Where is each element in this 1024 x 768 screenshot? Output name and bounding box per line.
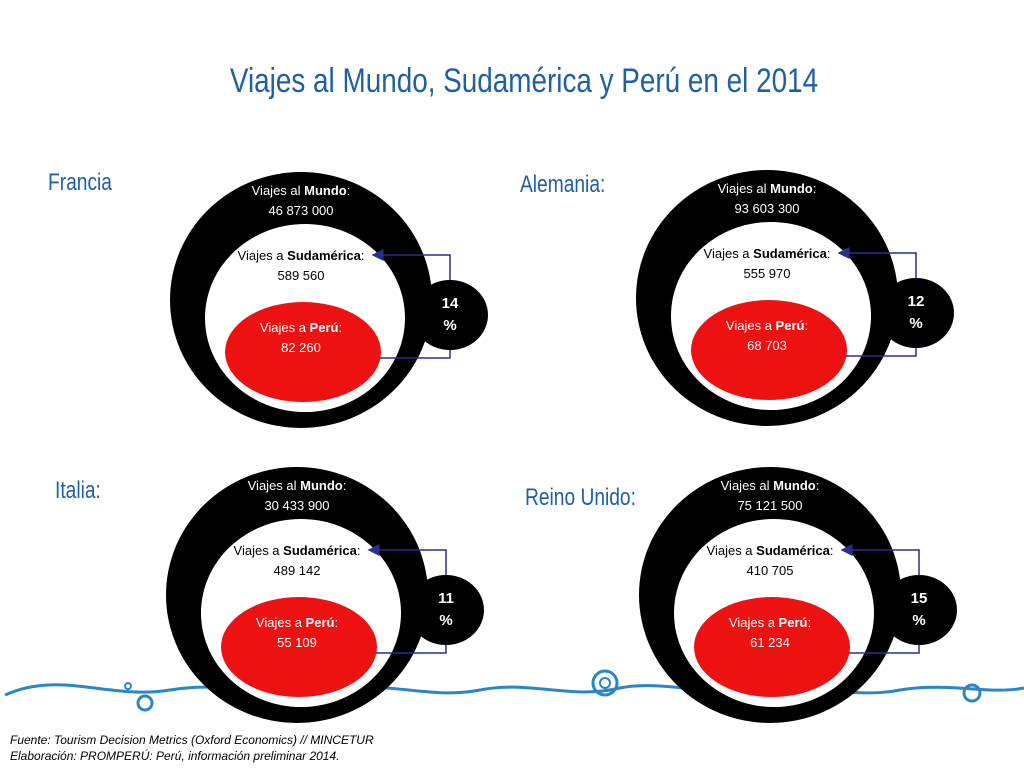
country-label: Reino Unido:	[525, 483, 636, 511]
peru-value: 82 260	[281, 340, 321, 355]
bracket	[837, 247, 917, 357]
world-value: 75 121 500	[737, 498, 802, 513]
south-label-part: Sudamérica	[287, 248, 361, 263]
world-value: 30 433 900	[264, 498, 329, 513]
share-value: %	[909, 315, 922, 332]
share-value: 11	[438, 590, 454, 607]
world-value: 46 873 000	[268, 203, 333, 218]
south-label-part: Viajes a	[704, 246, 754, 261]
share-value: 14	[442, 295, 459, 312]
swirl	[599, 677, 611, 689]
world-label-part: Mundo	[773, 478, 816, 493]
country-label: Italia:	[55, 476, 101, 504]
share-circle	[881, 575, 957, 645]
share-value: 12	[908, 293, 925, 310]
world-label-part: Mundo	[300, 478, 343, 493]
south-label-part: :	[361, 248, 365, 263]
peru-label-part: Viajes a	[260, 320, 310, 335]
peru-label: Viajes a Perú:	[726, 318, 808, 333]
peru-value: 61 234	[750, 635, 790, 650]
share-value: %	[443, 317, 456, 334]
south-label-part: :	[357, 543, 361, 558]
south-label: Viajes a Sudamérica:	[234, 543, 361, 558]
south-label-part: Viajes a	[238, 248, 288, 263]
peru-label-part: Viajes a	[726, 318, 776, 333]
peru-circle	[225, 302, 381, 402]
south-value: 589 560	[278, 268, 325, 283]
world-label-part: Mundo	[304, 183, 347, 198]
south-label-part: Sudamérica	[283, 543, 357, 558]
peru-label-part: Perú	[306, 615, 335, 630]
peru-value: 55 109	[277, 635, 317, 650]
peru-label-part: :	[804, 318, 808, 333]
world-value: 93 603 300	[734, 201, 799, 216]
swirl	[591, 669, 619, 697]
peru-label-part: Perú	[779, 615, 808, 630]
south-label: Viajes a Sudamérica:	[707, 543, 834, 558]
world-label-part: Viajes al	[721, 478, 774, 493]
swirl	[136, 694, 154, 712]
panel: Italia:11%Viajes al Mundo:30 433 900Viaj…	[55, 467, 484, 723]
share-circle	[412, 280, 488, 350]
swirl	[124, 682, 132, 690]
world-label: Viajes al Mundo:	[252, 183, 351, 198]
footer-credit: Elaboración: PROMPERÚ: Perú, información…	[10, 748, 339, 763]
south-label-part: Sudamérica	[756, 543, 830, 558]
title: Viajes al Mundo, Sudamérica y Perú en el…	[230, 61, 818, 99]
share-circle	[878, 278, 954, 348]
south-label: Viajes a Sudamérica:	[238, 248, 365, 263]
peru-label: Viajes a Perú:	[729, 615, 811, 630]
bracket	[840, 544, 920, 654]
peru-label-part: :	[338, 320, 342, 335]
share-value: %	[912, 612, 925, 629]
south-value: 410 705	[747, 563, 794, 578]
peru-label-part: Perú	[310, 320, 339, 335]
country-label: Alemania:	[520, 170, 605, 198]
south-value: 489 142	[274, 563, 321, 578]
peru-label-part: Viajes a	[729, 615, 779, 630]
share-value: 15	[911, 590, 928, 607]
swirl	[962, 683, 982, 703]
peru-circle	[691, 300, 847, 400]
world-label-part: Viajes al	[252, 183, 305, 198]
peru-circle	[694, 597, 850, 697]
footer-source: Fuente: Tourism Decision Metrics (Oxford…	[10, 733, 374, 747]
wave	[4, 683, 1024, 697]
south-value: 555 970	[744, 266, 791, 281]
world-label-part: Viajes al	[248, 478, 301, 493]
peru-label: Viajes a Perú:	[260, 320, 342, 335]
south-label: Viajes a Sudamérica:	[704, 246, 831, 261]
world-label: Viajes al Mundo:	[718, 181, 817, 196]
south-label-part: Viajes a	[707, 543, 757, 558]
peru-label-part: :	[807, 615, 811, 630]
peru-circle	[221, 597, 377, 697]
share-value: %	[439, 612, 452, 629]
peru-label-part: Viajes a	[256, 615, 306, 630]
peru-label: Viajes a Perú:	[256, 615, 338, 630]
peru-label-part: Perú	[776, 318, 805, 333]
south-label-part: Viajes a	[234, 543, 284, 558]
world-label-part: Mundo	[770, 181, 813, 196]
south-label-part: :	[827, 246, 831, 261]
world-label-part: :	[343, 478, 347, 493]
world-label: Viajes al Mundo:	[248, 478, 347, 493]
panel: Reino Unido:15%Viajes al Mundo:75 121 50…	[525, 467, 957, 723]
bracket	[367, 544, 447, 654]
peru-label-part: :	[334, 615, 338, 630]
share-circle	[408, 575, 484, 645]
panel: Alemania:12%Viajes al Mundo:93 603 300Vi…	[520, 170, 954, 426]
world-label-part: :	[813, 181, 817, 196]
country-label: Francia	[48, 168, 113, 196]
world-label-part: Viajes al	[718, 181, 771, 196]
world-label-part: :	[816, 478, 820, 493]
world-label: Viajes al Mundo:	[721, 478, 820, 493]
south-label-part: Sudamérica	[753, 246, 827, 261]
bracket	[371, 249, 451, 359]
world-label-part: :	[347, 183, 351, 198]
south-label-part: :	[830, 543, 834, 558]
peru-value: 68 703	[747, 338, 787, 353]
